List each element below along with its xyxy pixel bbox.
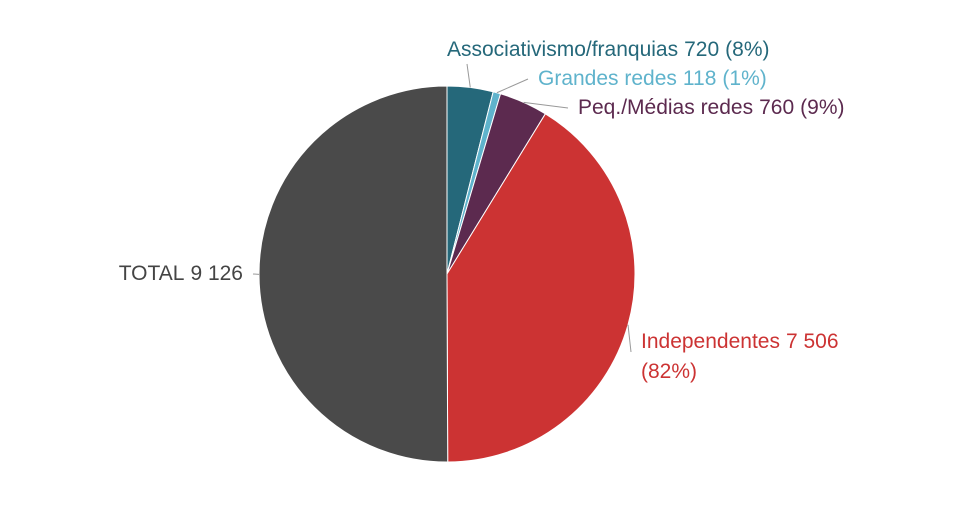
category-label: TOTAL [119,262,185,285]
slice-label: TOTAL 9 126 [119,262,243,285]
percent-label: (9%) [800,96,844,119]
slice-label: Independentes 7 506 (82%) [641,330,839,383]
pie-slice [446,113,636,463]
slice-label: Grandes redes 118 (1%) [538,67,767,90]
value-label: 760 [759,96,794,119]
leader-line [496,78,529,94]
leader-line [627,324,632,353]
category-label: Peq./Médias redes [578,96,753,119]
category-label: Associativismo/franquias [447,38,678,61]
value-label: 118 [683,67,716,90]
category-label: Grandes redes [538,67,677,90]
slice-label: Associativismo/franquias 720 (8%) [447,38,769,61]
pie-slice [258,85,449,463]
percent-label: (1%) [722,67,766,90]
value-label: 720 [684,38,719,61]
percent-label: (82%) [641,360,697,383]
slice-label: Peq./Médias redes 760 (9%) [578,96,845,119]
value-label: 9 126 [190,262,243,285]
percent-label: (8%) [725,38,769,61]
leader-line [466,63,471,88]
value-label: 7 506 [786,330,839,353]
leader-line [523,101,569,109]
category-label: Independentes [641,330,780,353]
